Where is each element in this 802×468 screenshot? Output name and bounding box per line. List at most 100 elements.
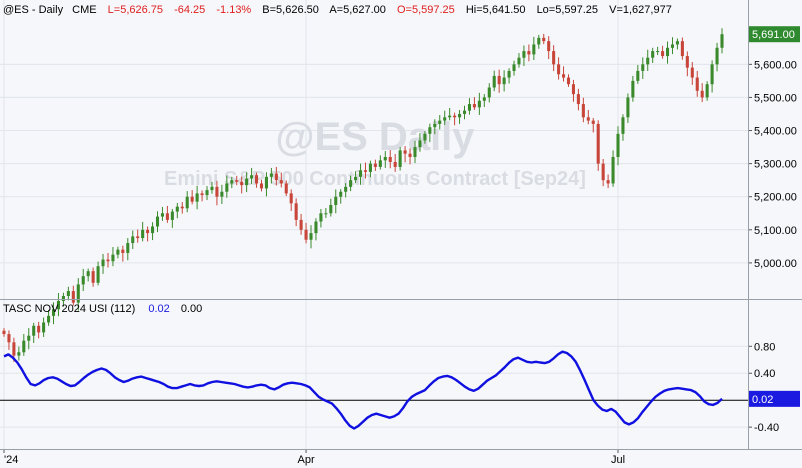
y-axis-panel[interactable] [748, 0, 802, 449]
x-axis-panel[interactable] [0, 449, 802, 468]
candle-body [383, 157, 387, 161]
header-open: O=5,597.25 [397, 4, 455, 16]
indicator-value-2: 0.00 [181, 303, 202, 315]
candle-body [299, 219, 303, 230]
indicator-tick-label: 0.80 [754, 341, 775, 353]
candle-body [453, 115, 457, 118]
candle-body [566, 77, 571, 85]
price-tick-label: 5,400.00 [754, 126, 797, 138]
candle-body [220, 191, 224, 197]
candle-body [264, 176, 268, 189]
candle-body [482, 97, 486, 101]
candle-body [17, 352, 21, 356]
candle-body [467, 104, 471, 111]
candle-body [329, 204, 333, 214]
header-exchange: CME [72, 4, 96, 16]
candle-body [675, 41, 679, 45]
candle-body [393, 161, 397, 167]
candle-body [477, 100, 481, 108]
usi-line [3, 350, 723, 430]
candle-body [116, 249, 120, 255]
candle-body [522, 51, 526, 58]
candle-body [517, 57, 521, 65]
candle-body [700, 90, 704, 98]
candle-body [344, 186, 348, 192]
indicator-tick-label: -0.40 [754, 422, 779, 434]
candle-body [670, 44, 675, 48]
candle-body [631, 80, 635, 98]
candle-body [547, 41, 551, 52]
last-value-tags: 5,691.00 0.02 [749, 26, 800, 407]
price-tick-label: 5,000.00 [754, 258, 797, 270]
indicator-header: TASC NOV 2024 USI (112) 0.02 0.00 [3, 303, 202, 315]
candle-body [661, 51, 665, 57]
candle-body [557, 64, 561, 75]
candle-body [710, 64, 714, 85]
candle-body [22, 340, 26, 353]
candle-body [433, 123, 437, 128]
candle-body [245, 178, 249, 186]
candle-body [497, 75, 501, 85]
x-tick-label: Apr [297, 454, 314, 466]
header-ask: A=5,627.00 [329, 4, 386, 16]
candle-body [126, 243, 130, 253]
candle-body [601, 163, 605, 181]
candle-body [51, 309, 56, 316]
candle-body [695, 77, 699, 91]
candle-body [562, 74, 566, 78]
candle-body [279, 180, 283, 184]
x-tick-label: Jul [611, 454, 625, 466]
candle-body [56, 300, 61, 310]
candle-body [131, 236, 135, 244]
candle-body [368, 163, 372, 172]
price-last-value-label: 5,691.00 [752, 29, 795, 41]
candle-body [235, 180, 239, 182]
candle-body [349, 180, 353, 187]
candle-body [398, 150, 402, 167]
candle-body [165, 213, 169, 220]
candle-body [111, 254, 115, 262]
candle-body [651, 51, 655, 58]
indicator-tick-label: 0.40 [754, 368, 775, 380]
candle-body [76, 284, 80, 303]
candlestick-series [2, 28, 724, 362]
price-last-value-tag [749, 26, 800, 43]
indicator-pane[interactable] [0, 300, 748, 449]
candle-body [334, 196, 338, 205]
candle-body [388, 157, 392, 162]
candle-body [71, 291, 75, 303]
header-low: Lo=5,597.25 [537, 4, 598, 16]
candle-body [611, 157, 615, 184]
candle-body [586, 117, 590, 121]
candle-body [358, 170, 363, 177]
header-high: Hi=5,641.50 [466, 4, 526, 16]
candle-body [492, 75, 496, 88]
candle-body [141, 229, 145, 239]
indicator-last-value-tag [749, 390, 800, 407]
candle-body [596, 123, 600, 164]
candle-body [413, 147, 417, 157]
candle-body [418, 140, 422, 148]
candle-body [680, 41, 684, 57]
candle-body [210, 186, 214, 191]
candle-body [705, 84, 709, 98]
candle-body [443, 117, 447, 121]
candle-body [542, 37, 546, 42]
price-tick-label: 5,600.00 [754, 59, 797, 71]
candle-body [151, 226, 155, 234]
candle-body [200, 193, 204, 196]
candle-body [636, 70, 640, 81]
candle-body [448, 115, 452, 118]
candle-body [121, 249, 125, 253]
candle-body [175, 206, 179, 212]
candle-body [47, 315, 51, 323]
candle-body [250, 175, 254, 179]
candle-body [665, 47, 670, 57]
candle-body [185, 196, 189, 209]
candle-body [180, 206, 184, 209]
price-tick-label: 5,200.00 [754, 192, 797, 204]
candle-body [428, 127, 432, 134]
price-pane[interactable] [0, 0, 748, 299]
candle-body [195, 193, 199, 202]
